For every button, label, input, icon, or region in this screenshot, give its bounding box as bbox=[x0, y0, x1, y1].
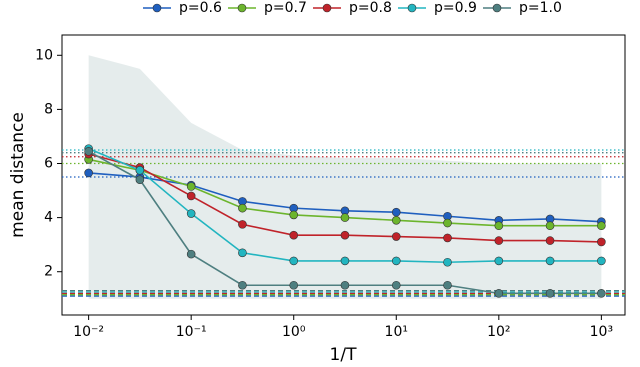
data-point bbox=[238, 248, 247, 258]
x-tick-label: 10⁻² bbox=[73, 324, 104, 340]
x-tick-label: 10⁻¹ bbox=[176, 324, 207, 340]
legend-label: p=1.0 bbox=[519, 0, 562, 16]
data-point bbox=[494, 289, 504, 298]
data-point bbox=[443, 218, 452, 228]
y-tick-label: 10 bbox=[35, 47, 53, 63]
data-point bbox=[238, 220, 247, 229]
y-axis-label: mean distance bbox=[8, 112, 28, 238]
data-point bbox=[443, 280, 452, 290]
data-point bbox=[238, 203, 247, 213]
data-point bbox=[545, 289, 555, 298]
legend-marker bbox=[492, 3, 502, 13]
data-point bbox=[340, 230, 350, 240]
plot-frame bbox=[61, 34, 626, 316]
error-band bbox=[88, 55, 602, 299]
legend-label: p=0.7 bbox=[264, 0, 307, 16]
data-point bbox=[186, 182, 196, 191]
data-point bbox=[597, 221, 606, 231]
legend-label: p=0.6 bbox=[179, 0, 222, 16]
data-point bbox=[289, 280, 299, 290]
y-tick-label: 2 bbox=[44, 264, 53, 280]
data-point bbox=[340, 280, 350, 290]
legend-marker bbox=[237, 3, 247, 13]
data-point bbox=[494, 236, 504, 245]
data-point bbox=[494, 256, 504, 266]
legend-marker bbox=[152, 3, 162, 13]
data-point bbox=[494, 221, 504, 231]
data-point bbox=[186, 191, 196, 201]
data-point bbox=[391, 216, 401, 225]
data-point bbox=[391, 207, 401, 217]
x-axis-label: 1/T bbox=[330, 345, 358, 365]
data-point bbox=[238, 280, 247, 290]
data-point bbox=[340, 213, 350, 222]
data-point bbox=[597, 289, 606, 298]
legend-marker bbox=[407, 3, 417, 13]
data-point bbox=[84, 147, 93, 156]
data-point bbox=[186, 209, 196, 218]
y-tick-label: 4 bbox=[44, 210, 53, 226]
data-point bbox=[84, 168, 93, 178]
data-point bbox=[289, 256, 299, 266]
data-point bbox=[545, 236, 555, 245]
x-tick-label: 10² bbox=[487, 324, 510, 340]
data-point bbox=[391, 232, 401, 241]
y-tick-label: 8 bbox=[44, 101, 53, 117]
data-point bbox=[391, 256, 401, 266]
legend-label: p=0.9 bbox=[434, 0, 477, 16]
y-tick-label: 6 bbox=[44, 156, 53, 172]
data-point bbox=[186, 249, 196, 259]
data-point bbox=[289, 230, 299, 240]
legend-marker bbox=[322, 3, 332, 13]
x-tick-label: 10⁰ bbox=[282, 324, 306, 340]
data-point bbox=[135, 175, 145, 185]
data-point bbox=[135, 165, 145, 175]
data-point bbox=[597, 256, 606, 266]
data-point bbox=[443, 233, 452, 243]
x-tick-label: 10³ bbox=[590, 324, 613, 340]
data-point bbox=[443, 257, 452, 267]
legend-label: p=0.8 bbox=[349, 0, 392, 16]
x-tick-label: 10¹ bbox=[385, 324, 408, 340]
data-point bbox=[597, 237, 606, 247]
data-point bbox=[391, 280, 401, 290]
data-point bbox=[340, 256, 350, 266]
data-point bbox=[545, 256, 555, 266]
data-point bbox=[545, 221, 555, 231]
data-point bbox=[289, 210, 299, 220]
